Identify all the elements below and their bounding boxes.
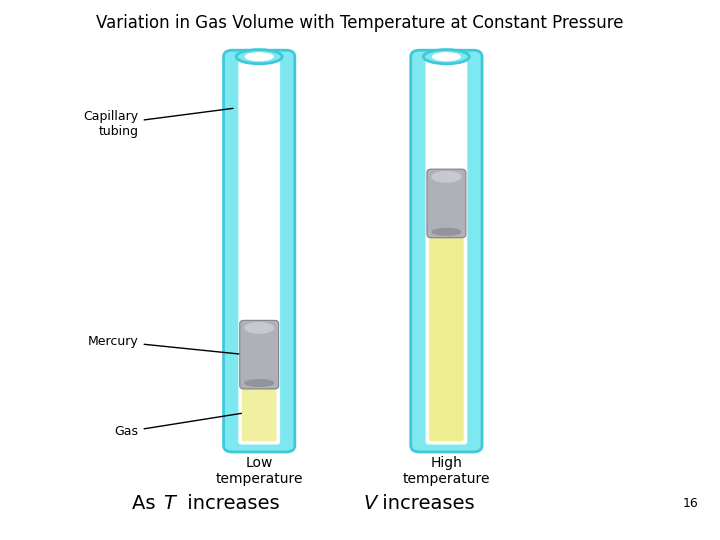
Text: Gas: Gas xyxy=(114,413,243,438)
Ellipse shape xyxy=(236,50,282,64)
FancyBboxPatch shape xyxy=(242,384,276,441)
Ellipse shape xyxy=(423,50,469,64)
Text: increases: increases xyxy=(181,494,280,513)
Text: As: As xyxy=(132,494,162,513)
Text: T: T xyxy=(163,494,174,513)
Ellipse shape xyxy=(245,52,274,61)
Ellipse shape xyxy=(432,52,461,61)
Text: Mercury: Mercury xyxy=(88,335,243,354)
FancyBboxPatch shape xyxy=(240,320,279,389)
Text: Variation in Gas Volume with Temperature at Constant Pressure: Variation in Gas Volume with Temperature… xyxy=(96,14,624,31)
FancyBboxPatch shape xyxy=(426,54,467,444)
FancyBboxPatch shape xyxy=(429,233,464,441)
Text: High
temperature: High temperature xyxy=(402,456,490,487)
Ellipse shape xyxy=(431,228,462,236)
FancyBboxPatch shape xyxy=(238,54,280,444)
Text: V: V xyxy=(364,494,377,513)
Ellipse shape xyxy=(244,379,274,387)
Ellipse shape xyxy=(431,171,462,183)
FancyBboxPatch shape xyxy=(427,169,466,238)
Text: Low
temperature: Low temperature xyxy=(215,456,303,487)
Text: Capillary
tubing: Capillary tubing xyxy=(84,109,233,138)
Text: 16: 16 xyxy=(683,497,698,510)
Ellipse shape xyxy=(244,322,274,334)
FancyBboxPatch shape xyxy=(410,50,482,452)
Text: increases: increases xyxy=(376,494,474,513)
FancyBboxPatch shape xyxy=(223,50,295,452)
